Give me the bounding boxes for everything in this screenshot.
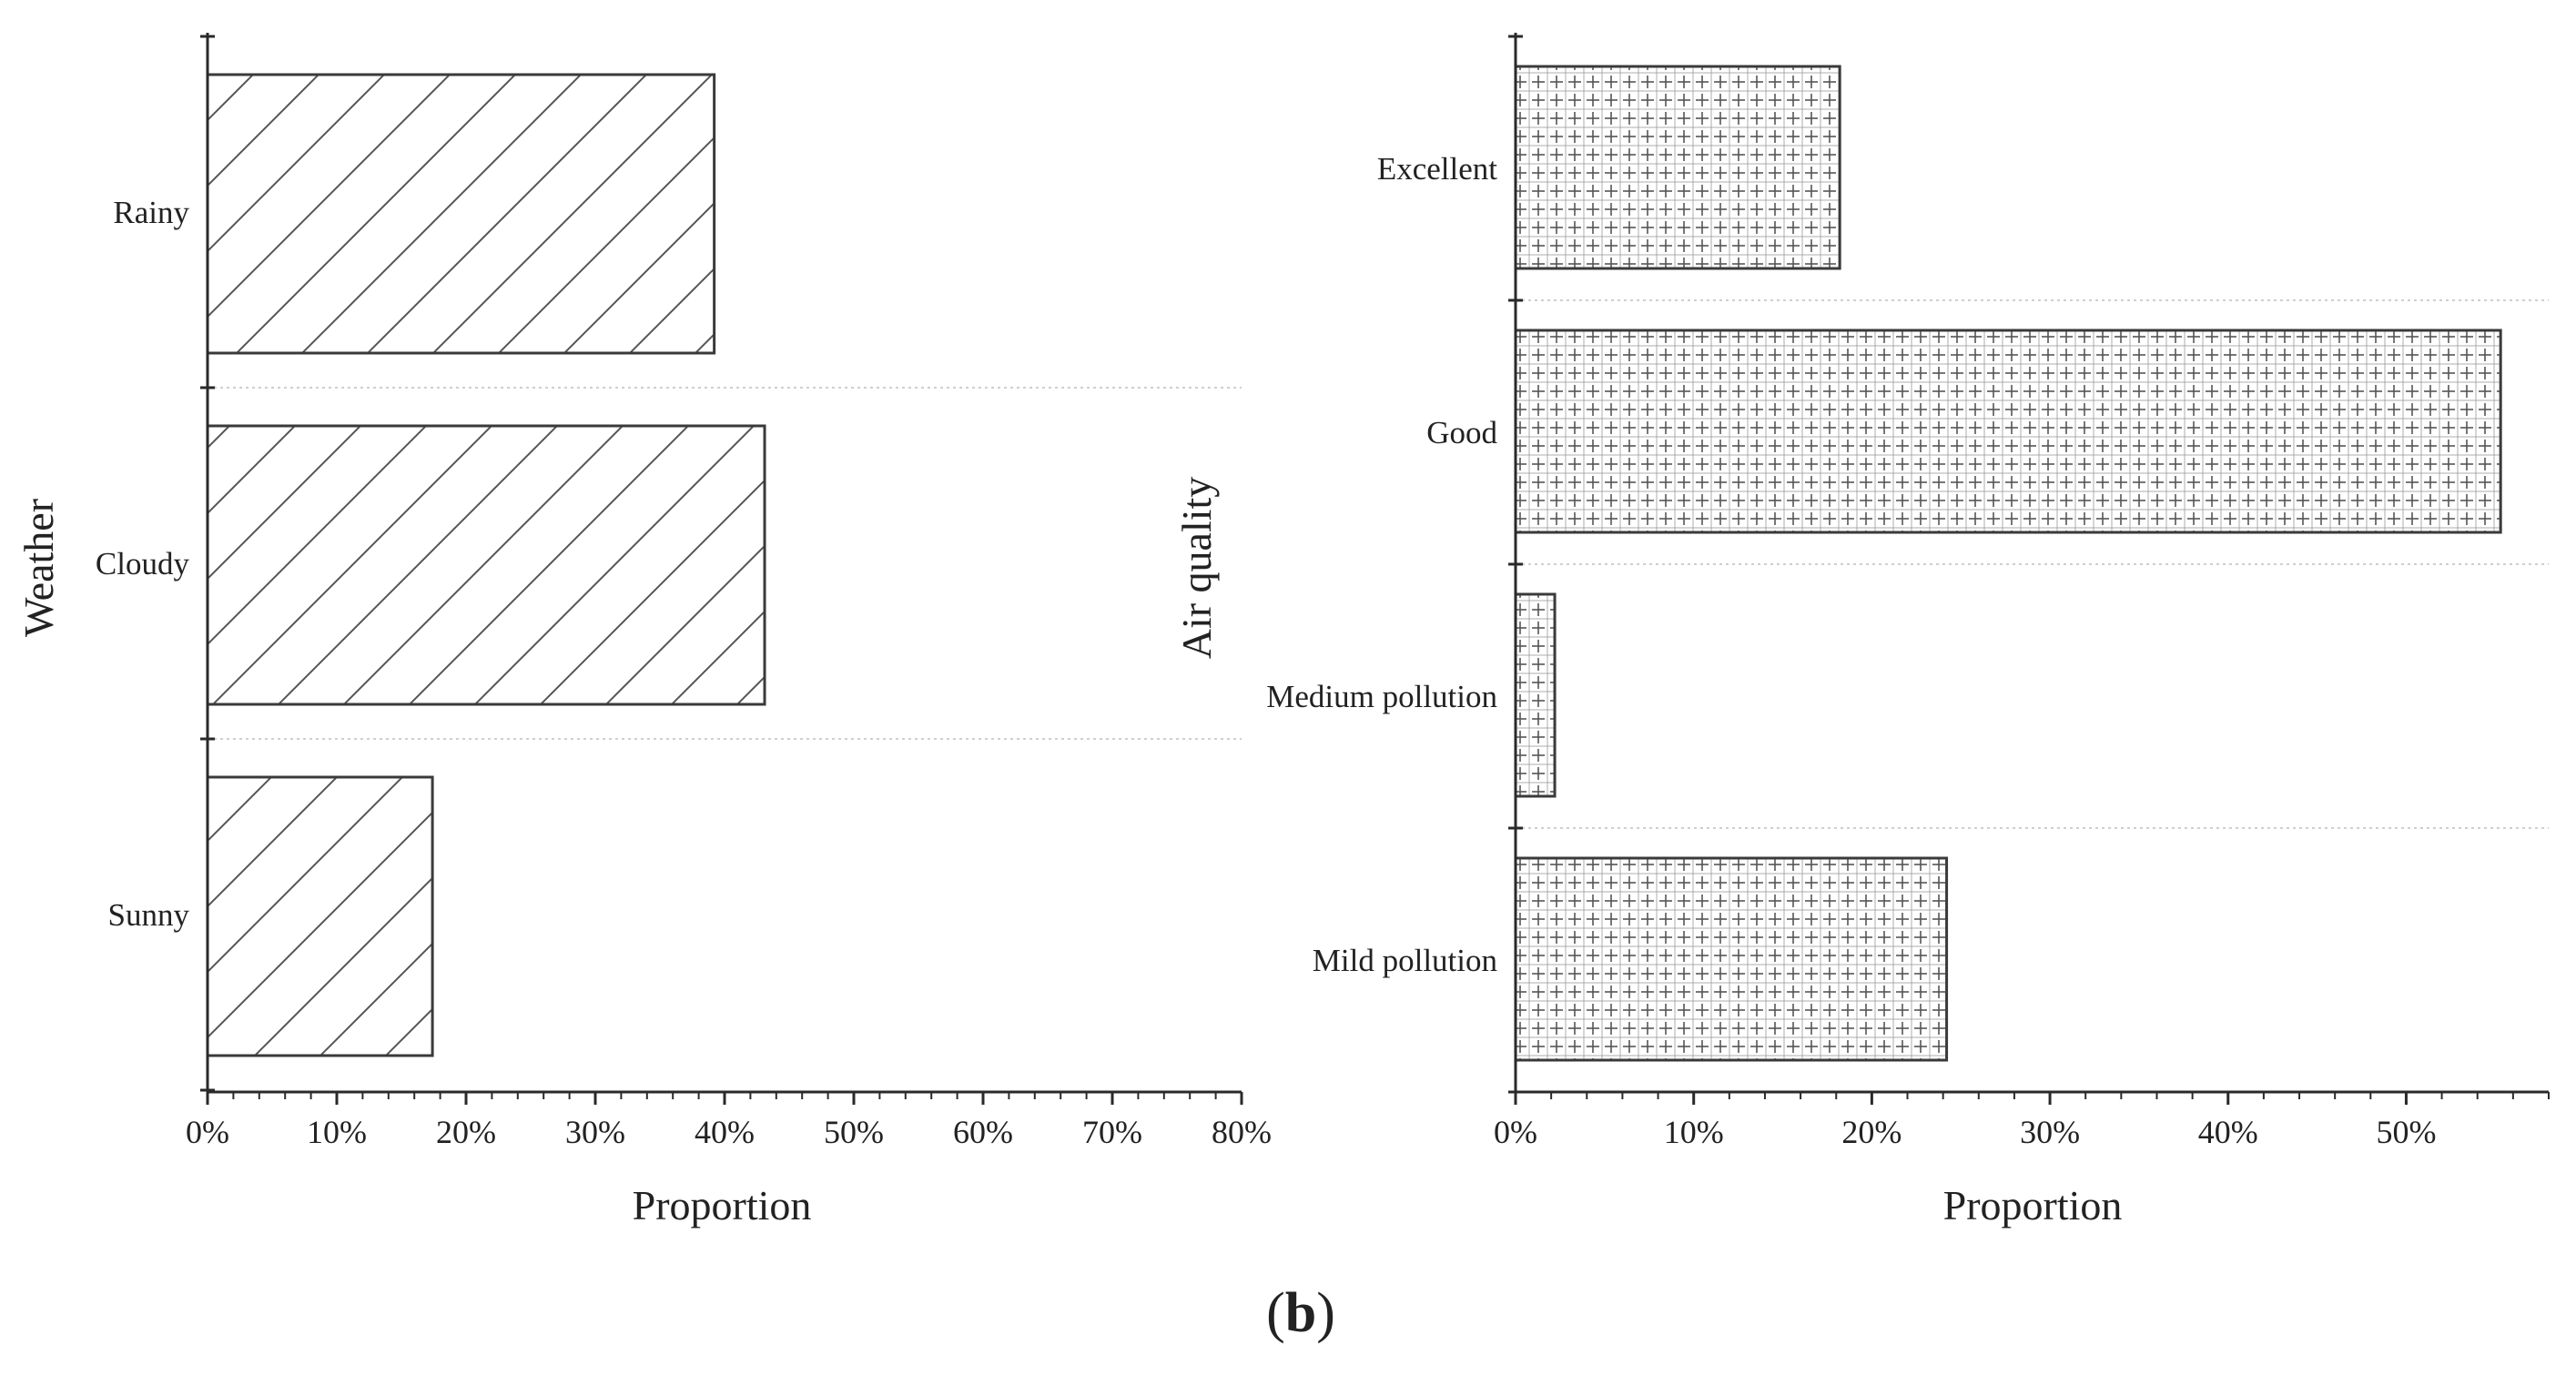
weather-chart: Weather Proportion Rainy Cloudy Sunny 0% 10%… bbox=[15, 33, 1272, 1228]
x-tick-label: 30% bbox=[565, 1114, 625, 1150]
x-tick-label: 0% bbox=[186, 1114, 229, 1150]
air-quality-xaxis-title: Proportion bbox=[1943, 1182, 2123, 1228]
x-tick-label: 50% bbox=[824, 1114, 884, 1150]
figure-label-open: ( bbox=[1266, 1282, 1285, 1344]
x-tick-label: 80% bbox=[1212, 1114, 1272, 1150]
bar-cloudy bbox=[206, 424, 766, 706]
bar-medium-pollution bbox=[1514, 592, 1557, 798]
x-tick-label: 60% bbox=[953, 1114, 1013, 1150]
air-quality-axis-title: Air quality bbox=[1173, 477, 1220, 660]
x-tick-label: 20% bbox=[436, 1114, 496, 1150]
category-label: Mild pollution bbox=[1313, 943, 1497, 978]
category-label: Cloudy bbox=[96, 546, 190, 581]
bar-mild-pollution bbox=[1514, 856, 1949, 1062]
x-tick-label: 50% bbox=[2376, 1114, 2436, 1150]
air-quality-chart: Air quality Proportion Excellent Good Medi… bbox=[1173, 33, 2550, 1228]
bar-good bbox=[1514, 329, 2502, 534]
bar-rainy bbox=[206, 73, 716, 355]
x-tick-label: 10% bbox=[307, 1114, 367, 1150]
figure-label-letter: b bbox=[1285, 1282, 1316, 1344]
category-label: Excellent bbox=[1377, 151, 1497, 187]
x-tick-label: 10% bbox=[1664, 1114, 1724, 1150]
x-tick-label: 30% bbox=[2020, 1114, 2080, 1150]
weather-axis-title: Weather bbox=[15, 499, 62, 637]
category-label: Medium pollution bbox=[1266, 679, 1497, 714]
x-tick-label: 20% bbox=[1841, 1114, 1902, 1150]
bar-excellent bbox=[1514, 65, 1841, 270]
category-label: Rainy bbox=[113, 195, 189, 230]
x-tick-label: 70% bbox=[1082, 1114, 1142, 1150]
bar-sunny bbox=[206, 775, 434, 1057]
figure-label: (b) bbox=[1266, 1282, 1335, 1344]
x-tick-label: 40% bbox=[2198, 1114, 2258, 1150]
x-tick-label: 0% bbox=[1494, 1114, 1537, 1150]
weather-xaxis-title: Proportion bbox=[633, 1182, 812, 1228]
figure-label-close: ) bbox=[1316, 1282, 1335, 1344]
category-label: Sunny bbox=[108, 897, 190, 933]
category-label: Good bbox=[1426, 415, 1497, 450]
x-tick-label: 40% bbox=[695, 1114, 755, 1150]
